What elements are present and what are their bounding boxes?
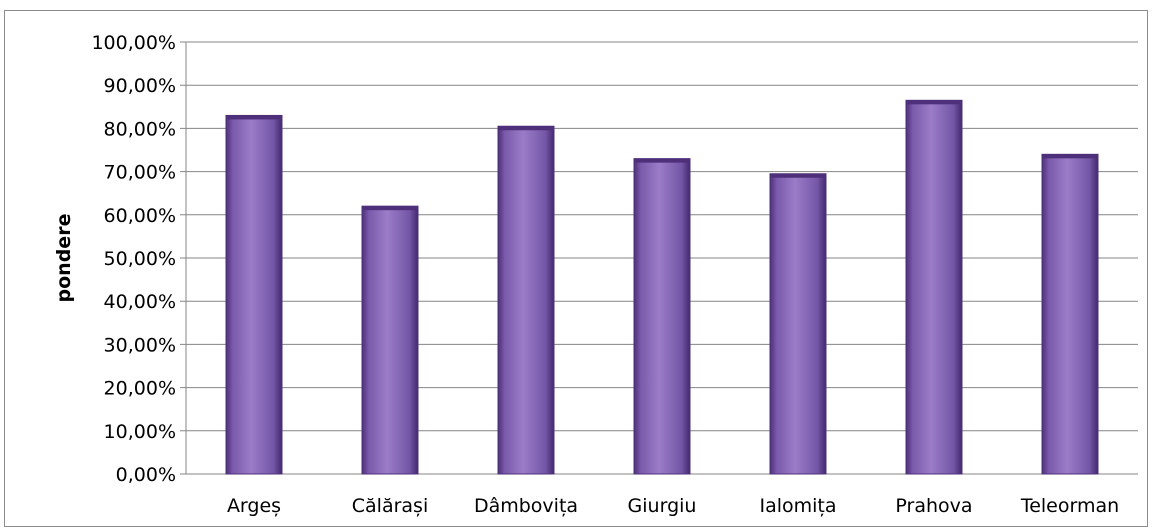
y-tick-label: 60,00% [104,205,176,227]
x-axis-category-labels: Argeș Călărași Dâmbovița Giurgiu Ialomița Pra… [227,495,1119,517]
bar [1041,153,1099,475]
bar-body [633,158,691,475]
x-category-label: Prahova [895,495,972,517]
x-category-label: Argeș [227,495,281,517]
bars [225,99,1099,475]
x-category-label: Teleorman [1020,495,1119,517]
bar-body [905,99,963,475]
y-axis-tick-labels: 0,00% 10,00% 20,00% 30,00% 40,00% 50,00% 60,00… [91,32,176,486]
bar-top-edge [634,158,690,163]
bar-top-edge [498,126,554,131]
y-tick-label: 20,00% [104,378,176,400]
y-tick-label: 10,00% [104,421,176,443]
y-tick-label: 0,00% [116,464,176,486]
y-tick-label: 30,00% [104,334,176,356]
y-tick-label: 50,00% [104,248,176,270]
gridlines [180,41,1138,475]
x-category-label: Giurgiu [628,495,697,517]
bar-top-edge [906,100,962,105]
bar-top-edge [226,115,282,120]
bar [905,99,963,475]
bar-top-edge [1042,154,1098,159]
y-tick-label: 100,00% [91,32,176,54]
bar [225,114,283,475]
bar [497,125,555,475]
bar-body [361,205,419,475]
bar-body [769,173,827,475]
x-category-label: Ialomița [759,495,836,517]
bar [769,173,827,475]
bar [633,158,691,475]
x-category-label: Călărași [352,495,428,517]
bar-body [1041,153,1099,475]
x-category-label: Dâmbovița [474,495,578,517]
y-tick-label: 80,00% [104,118,176,140]
bar-top-edge [770,173,826,178]
bar [361,205,419,475]
y-axis-title: pondere [53,214,75,303]
y-tick-label: 70,00% [104,162,176,184]
bar-top-edge [362,206,418,211]
bar-body [497,125,555,475]
y-tick-label: 90,00% [104,75,176,97]
bar-body [225,114,283,475]
y-tick-label: 40,00% [104,291,176,313]
